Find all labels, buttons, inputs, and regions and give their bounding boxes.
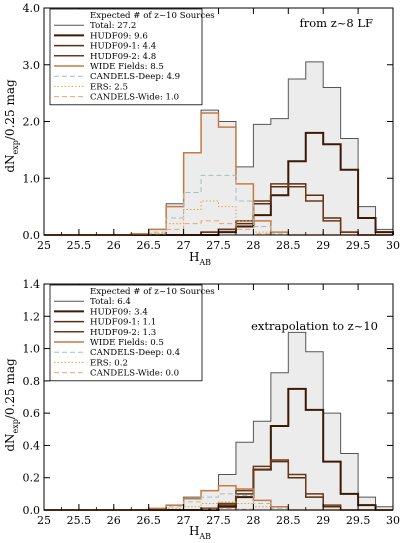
bottom-legend-entry: HUDF09-2: 1.3 xyxy=(90,328,156,338)
bottom-x-tick-label: 29 xyxy=(316,514,330,527)
top-x-tick-label: 30 xyxy=(386,239,400,252)
top-panel: 25 25.5 26 26.5 27 27.5 28 28.5 29 29.5 30 0.0 1.0 2.… xyxy=(3,2,400,267)
bottom-x-axis-label-sub: AB xyxy=(198,532,211,541)
top-panel-annotation: from z~8 LF xyxy=(299,16,373,30)
top-legend-entry: CANDELS-Wide: 1.0 xyxy=(90,93,179,103)
top-legend-entry: HUDF09-1: 4.4 xyxy=(90,42,157,52)
svg-text:dNexp/0.25 mag: dNexp/0.25 mag xyxy=(3,358,20,452)
bottom-x-tick-label: 30 xyxy=(386,514,400,527)
bottom-x-tick-label: 26.5 xyxy=(136,514,161,527)
bottom-x-tick-label: 25 xyxy=(37,514,51,527)
bottom-legend-entry: Total: 6.4 xyxy=(90,297,131,307)
bottom-panel: 25 25.5 26 26.5 27 27.5 28 28.5 29 29.5 30 0.0 0.2 0.… xyxy=(3,278,400,541)
top-x-tick-label: 25 xyxy=(37,239,51,252)
bottom-y-tick-label: 1.0 xyxy=(23,343,41,356)
bottom-y-tick-label: 0.6 xyxy=(23,407,41,420)
bottom-x-tick-label: 27.5 xyxy=(206,514,231,527)
bottom-y-tick-label: 0.8 xyxy=(23,375,41,388)
bottom-x-axis-label: HAB xyxy=(189,524,211,541)
top-y-tick-label: 4.0 xyxy=(23,2,41,15)
top-legend-title: Expected # of z~10 Sources xyxy=(90,11,215,21)
svg-text:HAB: HAB xyxy=(189,524,211,541)
top-x-axis-label-sub: AB xyxy=(198,258,211,267)
bottom-x-tick-label: 25.5 xyxy=(67,514,92,527)
bottom-y-tick-label: 1.2 xyxy=(23,310,41,323)
top-y-axis-label-tail: /0.25 mag xyxy=(3,79,17,140)
top-x-tick-label: 27 xyxy=(177,239,191,252)
top-x-tick-label: 27.5 xyxy=(206,239,231,252)
top-y-tick-label: 0.0 xyxy=(23,229,41,242)
top-legend-entry: Total: 27.2 xyxy=(90,21,136,31)
bottom-legend-title: Expected # of z~10 Sources xyxy=(90,287,215,297)
top-y-axis-label-sub: exp xyxy=(11,140,20,154)
bottom-legend-entry: HUDF09-1: 1.1 xyxy=(90,318,156,328)
top-x-tick-label: 26 xyxy=(107,239,121,252)
bottom-legend-entry: ERS: 0.2 xyxy=(90,358,128,368)
top-legend-entry: HUDF09-2: 4.8 xyxy=(90,52,156,62)
bottom-x-tick-label: 28 xyxy=(246,514,260,527)
top-y-axis-label: dNexp/0.25 mag xyxy=(3,79,20,173)
top-x-tick-label: 28 xyxy=(246,239,260,252)
svg-text:dNexp/0.25 mag: dNexp/0.25 mag xyxy=(3,79,20,173)
top-legend-entry: ERS: 2.5 xyxy=(90,82,128,92)
top-y-tick-label: 1.0 xyxy=(23,172,41,185)
bottom-x-tick-label: 27 xyxy=(177,514,191,527)
bottom-x-tick-label: 28.5 xyxy=(276,514,301,527)
bottom-y-tick-label: 0.2 xyxy=(23,472,41,485)
bottom-x-axis-label-main: H xyxy=(189,524,199,538)
bottom-x-tick-label: 29.5 xyxy=(346,514,371,527)
bottom-y-tick-label: 0.4 xyxy=(23,439,41,452)
top-x-tick-label: 28.5 xyxy=(276,239,301,252)
bottom-legend-entry: WIDE Fields: 0.5 xyxy=(90,338,164,348)
top-y-tick-label: 3.0 xyxy=(23,59,41,72)
bottom-x-tick-label: 26 xyxy=(107,514,121,527)
top-legend-entry: CANDELS-Deep: 4.9 xyxy=(90,72,180,82)
bottom-y-axis-label-main: dN xyxy=(3,433,17,451)
bottom-panel-annotation: extrapolation to z~10 xyxy=(251,319,378,333)
bottom-y-tick-label: 1.4 xyxy=(23,278,41,291)
top-x-tick-label: 29 xyxy=(316,239,330,252)
top-y-axis-label-main: dN xyxy=(3,154,17,172)
bottom-y-axis-label: dNexp/0.25 mag xyxy=(3,358,20,452)
top-x-tick-label: 26.5 xyxy=(136,239,161,252)
bottom-y-axis-label-tail: /0.25 mag xyxy=(3,358,17,419)
bottom-legend-entry: CANDELS-Wide: 0.0 xyxy=(90,369,179,379)
top-x-tick-label: 29.5 xyxy=(346,239,371,252)
top-x-tick-label: 25.5 xyxy=(67,239,92,252)
svg-text:HAB: HAB xyxy=(189,250,211,267)
top-x-axis-label-main: H xyxy=(189,250,199,264)
bottom-legend-entry: CANDELS-Deep: 0.4 xyxy=(90,348,181,358)
top-x-axis-label: HAB xyxy=(189,250,211,267)
top-legend-entry: WIDE Fields: 8.5 xyxy=(90,62,164,72)
top-y-tick-label: 2.0 xyxy=(23,116,41,129)
top-legend-entry: HUDF09: 9.6 xyxy=(90,31,148,41)
bottom-y-axis-label-sub: exp xyxy=(11,419,20,433)
bottom-legend-entry: HUDF09: 3.4 xyxy=(90,307,148,317)
bottom-y-tick-label: 0.0 xyxy=(23,504,41,517)
